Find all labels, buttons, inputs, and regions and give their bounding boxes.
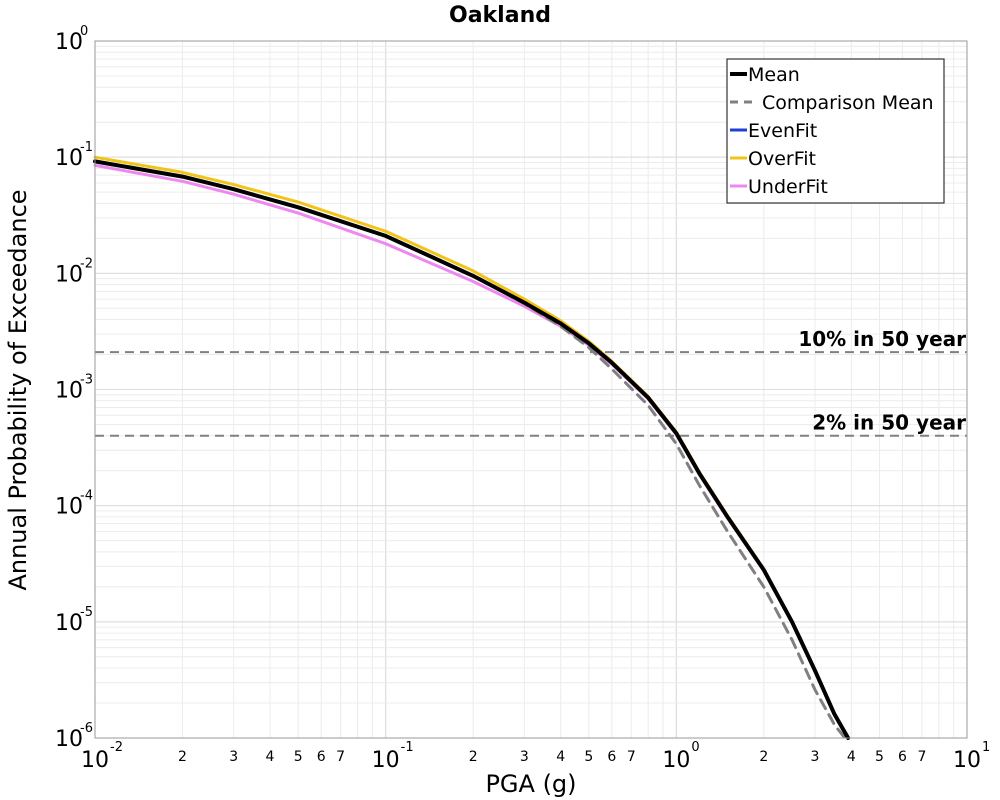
x-minor-tick-label: 2 bbox=[759, 749, 768, 765]
y-tick-label: 10 bbox=[55, 611, 83, 636]
y-tick-label: 10 bbox=[55, 379, 83, 404]
grid bbox=[94, 40, 968, 739]
y-tick-label: 10 bbox=[55, 146, 83, 171]
y-axis-label: Annual Probability of Exceedance bbox=[4, 189, 32, 590]
legend-item-label: Comparison Mean bbox=[762, 92, 934, 114]
legend-item-label: OverFit bbox=[748, 148, 816, 170]
y-tick-exponent: -5 bbox=[80, 605, 93, 620]
x-tick-label: 10 bbox=[81, 748, 109, 773]
x-minor-tick-label: 4 bbox=[556, 749, 565, 765]
x-minor-tick-label: 6 bbox=[317, 749, 326, 765]
y-tick-exponent: -3 bbox=[80, 373, 93, 388]
x-minor-tick-label: 2 bbox=[469, 749, 478, 765]
x-minor-tick-label: 5 bbox=[875, 749, 884, 765]
series-underfit-line bbox=[93, 163, 850, 740]
x-minor-tick-label: 7 bbox=[627, 749, 636, 765]
legend-item-label: UnderFit bbox=[748, 176, 828, 198]
legend-item-label: EvenFit bbox=[748, 120, 817, 142]
y-tick-exponent: -6 bbox=[80, 721, 93, 736]
x-minor-tick-label: 5 bbox=[584, 749, 593, 765]
x-tick-exponent: 0 bbox=[691, 740, 699, 755]
y-tick-exponent: -4 bbox=[80, 489, 93, 504]
y-tick-label: 10 bbox=[55, 727, 83, 752]
series-lines bbox=[93, 155, 851, 740]
x-minor-tick-label: 4 bbox=[266, 749, 275, 765]
x-minor-tick-label: 6 bbox=[898, 749, 907, 765]
x-minor-tick-label: 3 bbox=[229, 749, 238, 765]
y-tick-exponent: -2 bbox=[80, 256, 93, 271]
x-minor-tick-label: 6 bbox=[607, 749, 616, 765]
x-tick-exponent: 1 bbox=[982, 740, 990, 755]
y-tick-label: 10 bbox=[55, 495, 83, 520]
y-tick-label: 10 bbox=[55, 30, 83, 55]
x-minor-tick-label: 3 bbox=[811, 749, 820, 765]
x-tick-exponent: -2 bbox=[110, 740, 123, 755]
x-minor-tick-label: 5 bbox=[294, 749, 303, 765]
series-mean-line bbox=[93, 159, 851, 740]
series-overfit-line bbox=[93, 155, 850, 740]
x-minor-tick-label: 7 bbox=[918, 749, 927, 765]
reference-line-label: 2% in 50 year bbox=[812, 411, 966, 435]
legend-box bbox=[726, 58, 945, 204]
y-tick-exponent: 0 bbox=[80, 24, 88, 39]
x-tick-label: 10 bbox=[662, 748, 690, 773]
x-minor-tick-label: 7 bbox=[336, 749, 345, 765]
reference-line-label: 10% in 50 year bbox=[798, 327, 966, 351]
y-tick-label: 10 bbox=[55, 262, 83, 287]
y-tick-exponent: -1 bbox=[80, 140, 93, 155]
x-axis-label: PGA (g) bbox=[485, 770, 576, 798]
plot-area bbox=[94, 40, 968, 739]
series-comparison-mean-line bbox=[471, 274, 847, 740]
x-minor-tick-label: 3 bbox=[520, 749, 529, 765]
chart-title: Oakland bbox=[449, 3, 551, 28]
reference-lines: 10% in 50 year 2% in 50 year bbox=[95, 327, 967, 437]
x-tick-exponent: -1 bbox=[401, 740, 414, 755]
series-evenfit-line bbox=[93, 159, 850, 740]
x-minor-tick-label: 4 bbox=[847, 749, 856, 765]
legend: Mean Comparison Mean EvenFit OverFit UnderFi… bbox=[726, 58, 945, 204]
x-tick-label: 10 bbox=[372, 748, 400, 773]
x-minor-tick-label: 2 bbox=[178, 749, 187, 765]
legend-item-label: Mean bbox=[748, 64, 800, 86]
x-tick-label: 10 bbox=[953, 748, 981, 773]
